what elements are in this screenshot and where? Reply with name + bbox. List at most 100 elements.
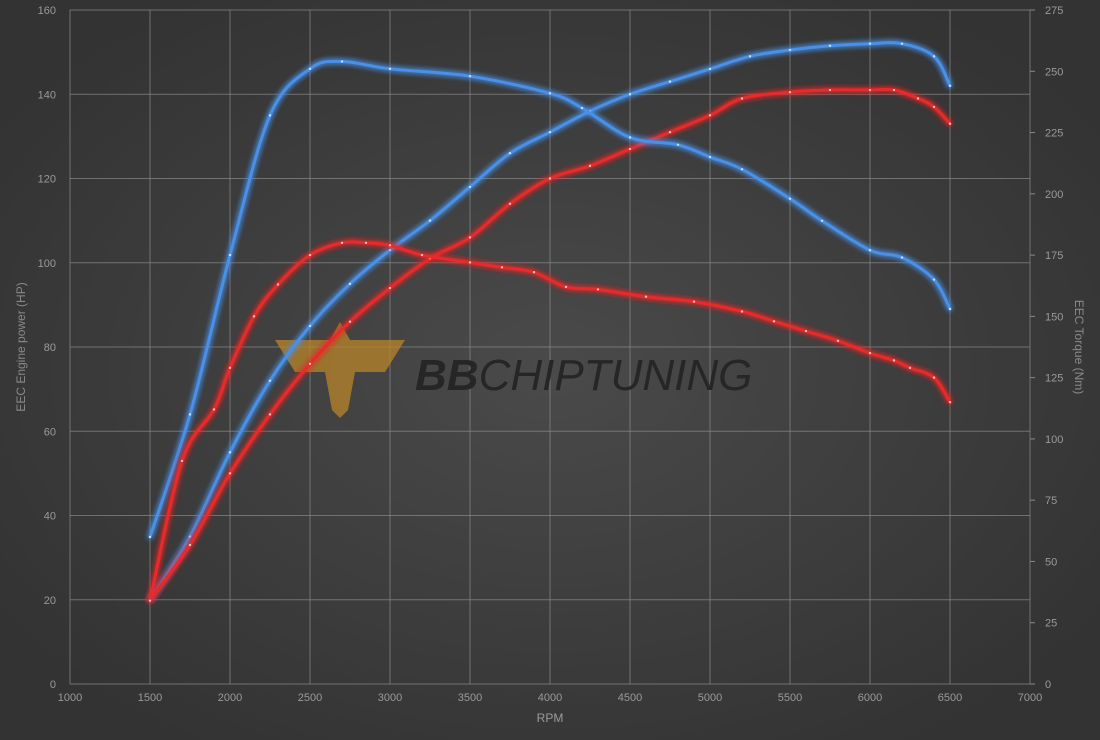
data-point [548,92,552,95]
x-tick-label: 1000 [58,692,82,704]
data-point [508,202,512,205]
data-point [596,288,600,291]
y-right-tick-label: 250 [1045,66,1063,78]
data-point [468,74,472,78]
data-point [916,97,920,100]
y-right-tick-label: 100 [1045,434,1063,446]
data-point [228,451,232,454]
data-point [836,339,840,343]
data-point [348,320,352,323]
data-point [708,67,712,71]
data-point [268,114,272,117]
data-point [628,93,632,96]
data-point [228,472,232,475]
data-point [908,366,912,370]
data-point [188,413,192,416]
data-point [228,253,232,257]
y-left-tick-label: 80 [44,342,56,354]
y-right-tick-label: 25 [1045,618,1057,630]
data-point [748,55,752,58]
y-left-tick-label: 60 [44,426,56,438]
data-point [588,164,592,168]
data-point [948,307,952,311]
data-point [420,253,424,257]
y-left-tick-label: 140 [38,89,56,101]
data-point [212,408,216,411]
y-right-tick-label: 125 [1045,373,1063,385]
y-right-axis-label: EEC Torque (Nm) [1072,300,1086,394]
data-point [188,543,192,547]
data-point [948,84,952,88]
data-point [308,67,312,71]
data-point [668,80,672,83]
data-point [268,413,272,416]
x-tick-label: 2000 [218,692,242,704]
data-point [388,286,392,290]
series-line-1 [148,87,952,602]
x-tick-label: 4000 [538,692,562,704]
series-line-2 [148,59,952,539]
data-point [252,315,256,318]
y-right-tick-label: 200 [1045,189,1063,201]
data-point [892,359,896,362]
data-point [868,88,872,92]
data-point [468,261,472,264]
data-point [388,67,392,71]
data-point [804,329,808,333]
data-point [508,152,512,155]
y-left-axis-label: EEC Engine power (HP) [14,282,28,411]
data-point [428,219,432,222]
x-tick-label: 3000 [378,692,402,704]
data-point [580,106,584,110]
y-left-tick-label: 40 [44,511,56,523]
x-tick-label: 6000 [858,692,882,704]
x-tick-label: 4500 [618,692,642,704]
data-point [148,599,152,602]
data-point [468,185,472,189]
data-point [932,376,936,379]
y-right-tick-label: 175 [1045,250,1063,262]
data-point [388,248,392,252]
x-tick-label: 2500 [298,692,322,704]
grid [69,9,1031,685]
data-point [948,122,952,125]
data-point [308,253,312,257]
data-point [348,282,352,286]
data-point [740,310,744,313]
data-point [388,244,392,247]
x-tick-label: 3500 [458,692,482,704]
data-point [900,256,904,259]
y-left-tick-label: 160 [38,5,56,17]
y-left-tick-label: 100 [38,258,56,270]
data-point [676,143,680,146]
y-left-tick-label: 120 [38,174,56,186]
data-point [692,300,696,303]
data-point [708,114,712,117]
x-axis-label: RPM [537,711,564,725]
data-point [900,42,904,45]
data-point [892,88,896,92]
data-point [180,459,184,463]
x-tick-label: 5000 [698,692,722,704]
y-right-tick-label: 0 [1045,679,1051,691]
data-point [668,130,672,134]
x-tick-label: 5500 [778,692,802,704]
data-point [948,400,952,404]
data-point [468,236,472,239]
data-point [268,379,272,382]
data-point [276,283,280,286]
x-tick-label: 7000 [1018,692,1042,704]
data-point [564,285,568,289]
watermark-text: BBCHIPTUNING [415,351,752,400]
data-point [740,97,744,100]
data-point [788,48,792,52]
data-point [340,60,344,63]
data-point [532,271,536,274]
data-point [548,130,552,134]
data-point [828,88,832,92]
data-point [820,219,824,222]
data-point [548,177,552,180]
data-point [868,248,872,252]
data-point [868,42,872,45]
